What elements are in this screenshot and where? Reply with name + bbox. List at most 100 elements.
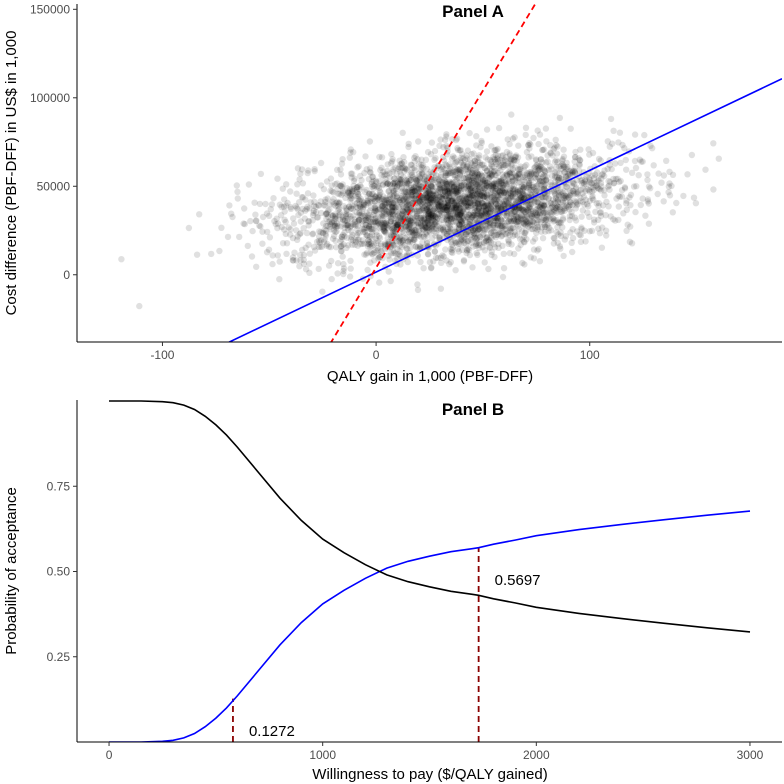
scatter-point: [351, 241, 359, 248]
scatter-point: [454, 239, 461, 246]
scatter-point: [623, 206, 630, 213]
scatter-point: [582, 196, 590, 203]
scatter-point: [582, 178, 589, 185]
scatter-point: [537, 156, 544, 163]
scatter-point: [435, 203, 443, 210]
scatter-point: [353, 186, 360, 193]
scatter-point: [429, 221, 436, 228]
scatter-point: [360, 228, 367, 236]
scatter-point: [494, 180, 501, 187]
scatter-point: [494, 204, 502, 211]
scatter-point: [557, 199, 564, 206]
scatter-point: [493, 214, 500, 222]
scatter-point: [424, 201, 431, 208]
scatter-point: [277, 212, 285, 219]
scatter-point: [390, 180, 397, 187]
scatter-point: [448, 215, 456, 222]
scatter-point: [423, 207, 430, 214]
scatter-point: [451, 212, 458, 220]
scatter-point: [535, 180, 543, 188]
scatter-point: [511, 157, 518, 164]
panel-b-y-ticks: 0.250.500.75: [47, 479, 77, 664]
scatter-point: [379, 181, 387, 188]
scatter-point: [481, 202, 488, 210]
scatter-point: [424, 198, 431, 205]
scatter-point: [538, 202, 545, 209]
scatter-point: [490, 181, 497, 188]
scatter-point: [363, 166, 370, 173]
scatter-point: [490, 224, 497, 231]
scatter-point: [357, 195, 364, 203]
scatter-point: [354, 196, 361, 203]
scatter-point: [331, 222, 339, 230]
scatter-point: [447, 165, 454, 172]
scatter-point: [471, 216, 478, 223]
scatter-point: [389, 158, 396, 165]
scatter-point: [470, 243, 477, 250]
scatter-point: [501, 186, 509, 194]
scatter-point: [376, 233, 383, 240]
scatter-point: [471, 202, 479, 209]
scatter-point: [445, 187, 452, 194]
scatter-point: [441, 204, 449, 211]
scatter-point: [428, 191, 435, 198]
scatter-point: [425, 210, 433, 217]
scatter-point: [418, 200, 425, 207]
scatter-point: [372, 214, 380, 221]
scatter-point: [477, 192, 485, 199]
scatter-point: [419, 226, 427, 233]
scatter-point: [466, 191, 473, 198]
scatter-point: [505, 238, 512, 245]
scatter-point: [566, 216, 573, 224]
scatter-point: [283, 250, 290, 257]
scatter-point: [447, 213, 454, 220]
scatter-point: [551, 169, 558, 176]
scatter-point: [398, 160, 405, 167]
scatter-point: [558, 209, 566, 216]
scatter-point: [368, 190, 375, 198]
scatter-point: [342, 204, 350, 212]
scatter-point: [363, 225, 370, 232]
scatter-point: [297, 170, 304, 177]
scatter-point: [506, 225, 514, 232]
scatter-point: [475, 173, 483, 180]
scatter-point: [453, 185, 460, 193]
scatter-point: [470, 230, 478, 237]
scatter-point: [447, 211, 454, 218]
scatter-point: [304, 169, 311, 177]
scatter-point: [437, 199, 444, 206]
scatter-point: [379, 202, 386, 209]
scatter-point: [436, 235, 444, 242]
scatter-point: [451, 190, 458, 197]
scatter-point: [476, 201, 483, 208]
scatter-point: [490, 228, 498, 235]
scatter-point: [356, 186, 363, 193]
scatter-point: [355, 217, 362, 224]
scatter-point: [528, 170, 535, 177]
scatter-point: [514, 188, 522, 195]
scatter-point: [525, 192, 532, 200]
scatter-point: [431, 218, 438, 225]
scatter-point: [435, 206, 442, 213]
scatter-point: [328, 275, 335, 283]
scatter-point: [427, 211, 434, 218]
scatter-point: [324, 207, 332, 214]
scatter-point: [338, 191, 345, 198]
scatter-point: [328, 257, 335, 265]
scatter-point: [504, 200, 511, 207]
scatter-point: [429, 200, 437, 207]
y-tick-label: 100000: [30, 91, 70, 105]
scatter-point: [563, 184, 571, 191]
scatter-point: [490, 221, 497, 229]
scatter-point: [553, 229, 560, 236]
scatter-point: [454, 209, 461, 217]
scatter-point: [505, 218, 512, 225]
scatter-point: [370, 195, 377, 202]
scatter-point: [468, 214, 475, 221]
scatter-point: [543, 138, 550, 145]
scatter-point: [487, 229, 495, 236]
scatter-point: [632, 164, 640, 172]
scatter-point: [422, 190, 430, 198]
scatter-point: [473, 207, 481, 214]
scatter-point: [516, 195, 523, 202]
